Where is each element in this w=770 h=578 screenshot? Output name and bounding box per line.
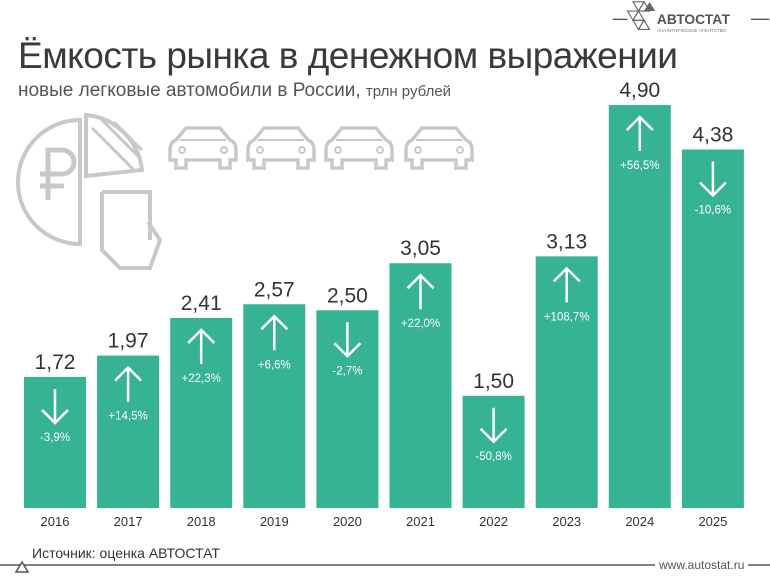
subtitle-text: новые легковые автомобили в России, xyxy=(18,80,361,101)
svg-text:АВТОСТАТ: АВТОСТАТ xyxy=(657,11,731,27)
change-label: +6,6% xyxy=(258,359,291,371)
x-tick-label: 2024 xyxy=(625,514,654,529)
hand-card-icon xyxy=(100,190,163,270)
arrow-down-icon xyxy=(333,322,362,359)
arrow-up-icon xyxy=(625,115,654,152)
x-tick-label: 2020 xyxy=(333,514,362,529)
value-label: 2,41 xyxy=(181,292,222,315)
arrow-up-icon xyxy=(552,266,581,303)
x-tick-label: 2016 xyxy=(41,514,70,529)
change-label: +22,3% xyxy=(182,373,221,385)
change-label: +22,0% xyxy=(401,318,440,330)
change-label: -2,7% xyxy=(332,365,362,377)
value-label: 1,97 xyxy=(108,330,149,353)
car-icons xyxy=(168,126,474,170)
arrow-up-icon xyxy=(406,273,435,310)
x-tick-label: 2021 xyxy=(406,514,435,529)
ruble-sign-icon xyxy=(40,147,77,200)
x-tick-label: 2018 xyxy=(187,514,216,529)
value-label: 2,57 xyxy=(254,278,295,301)
ruble-pie-icon xyxy=(16,117,82,247)
page-subtitle: новые легковые автомобили в России, трлн… xyxy=(18,80,451,103)
pie-hatched-slice-icon xyxy=(84,112,145,179)
value-label: 3,13 xyxy=(546,230,587,253)
arrow-down-icon xyxy=(699,161,727,198)
arrow-down-icon xyxy=(479,407,508,444)
arrow-up-icon xyxy=(260,314,289,351)
change-label: +108,7% xyxy=(544,311,590,323)
unit-label: трлн рублей xyxy=(365,83,452,100)
x-tick-label: 2025 xyxy=(698,514,727,529)
value-label: 1,50 xyxy=(473,370,514,393)
autostat-logo: АВТОСТАТ АНАЛИТИЧЕСКОЕ АГЕНТСТВО xyxy=(612,0,770,33)
x-tick-label: 2022 xyxy=(479,514,508,529)
change-label: -50,8% xyxy=(475,451,511,463)
change-label: -10,6% xyxy=(695,205,731,217)
value-label: 4,38 xyxy=(692,124,733,147)
arrow-down-icon xyxy=(41,388,69,425)
decor-illustration xyxy=(16,112,474,270)
bar xyxy=(608,105,671,509)
autostat-mini-logo-icon xyxy=(14,560,30,573)
x-tick-label: 2023 xyxy=(552,514,581,529)
page-title: Ёмкость рынка в денежном выражении xyxy=(18,35,678,76)
x-tick-label: 2019 xyxy=(260,514,289,529)
arrow-up-icon xyxy=(187,328,216,364)
value-label: 3,05 xyxy=(400,237,441,260)
website-link[interactable]: www.autostat.ru xyxy=(655,558,749,572)
svg-text:АНАЛИТИЧЕСКОЕ АГЕНТСТВО: АНАЛИТИЧЕСКОЕ АГЕНТСТВО xyxy=(657,28,727,33)
bar xyxy=(681,149,744,508)
value-label: 4,90 xyxy=(619,79,660,102)
change-label: +14,5% xyxy=(108,411,147,423)
x-tick-label: 2017 xyxy=(114,514,143,529)
value-label: 2,50 xyxy=(327,284,368,307)
source-note: Источник: оценка АВТОСТАТ xyxy=(32,545,220,561)
change-label: -3,9% xyxy=(40,432,70,444)
arrow-up-icon xyxy=(114,365,142,402)
value-label: 1,72 xyxy=(35,351,76,374)
change-label: +56,5% xyxy=(620,160,659,172)
